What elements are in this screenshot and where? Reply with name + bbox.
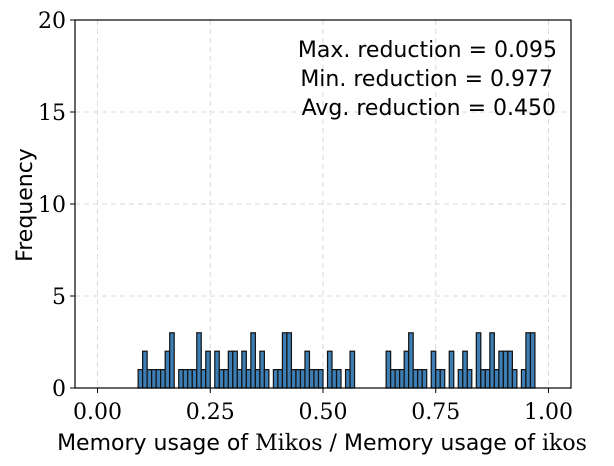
histogram-bar xyxy=(484,369,491,389)
x-tick-label: 0.50 xyxy=(299,400,348,425)
histogram-bar xyxy=(493,369,500,389)
y-tick-label: 10 xyxy=(38,193,66,218)
histogram-bar xyxy=(169,332,175,389)
histogram-bar xyxy=(480,369,486,389)
histogram-bar xyxy=(435,369,441,389)
histogram-bar xyxy=(331,369,338,389)
y-tick-label: 15 xyxy=(38,101,66,126)
histogram-bar xyxy=(349,350,356,389)
histogram-bar xyxy=(218,369,225,389)
histogram-bar xyxy=(146,369,153,389)
histogram-bar xyxy=(502,350,509,389)
x-tick-label: 0.00 xyxy=(73,400,122,425)
histogram-bar xyxy=(412,369,419,389)
histogram-bar xyxy=(457,369,464,389)
y-tick-label: 20 xyxy=(38,9,66,34)
histogram-bar xyxy=(520,369,527,389)
histogram-bar xyxy=(290,369,297,389)
histogram-bar xyxy=(151,369,157,389)
histogram-bar xyxy=(187,369,193,389)
histogram-bar xyxy=(408,332,414,389)
histogram-bar xyxy=(399,369,405,389)
x-axis-label-part-1: Memory usage of xyxy=(57,431,255,456)
histogram-bar xyxy=(137,369,144,389)
histogram-bar xyxy=(286,332,293,389)
y-tick-label: 5 xyxy=(52,285,66,310)
histogram-bar xyxy=(263,369,270,389)
histogram-bar xyxy=(191,369,198,389)
histogram-bar xyxy=(304,350,311,389)
histogram-bar xyxy=(254,369,261,389)
histogram-bar xyxy=(223,369,229,389)
histogram-bar xyxy=(205,350,211,389)
histogram-bar xyxy=(200,369,207,389)
histogram-bar xyxy=(308,369,315,389)
y-axis-label: Frequency xyxy=(13,148,38,262)
histogram-bar xyxy=(317,369,324,389)
x-tick-label: 1.00 xyxy=(524,400,573,425)
histogram-bar xyxy=(326,350,333,389)
histogram-bar xyxy=(259,350,265,389)
histogram-bar xyxy=(525,332,532,389)
histogram-bar xyxy=(417,369,423,389)
histogram-bars xyxy=(137,332,536,389)
histogram-bar xyxy=(489,332,495,389)
x-tick-label: 0.25 xyxy=(186,400,235,425)
annotation-min-reduction: Min. reduction = 0.977 xyxy=(300,67,553,92)
histogram-bar xyxy=(394,369,401,389)
histogram-bar xyxy=(245,369,252,389)
histogram-bar xyxy=(164,350,171,389)
histogram-bar xyxy=(344,369,351,389)
annotation-avg-reduction: Avg. reduction = 0.450 xyxy=(302,96,556,121)
histogram-bar xyxy=(295,369,302,389)
histogram-bar xyxy=(448,350,455,389)
x-axis-label: Memory usage of Mikos / Memory usage of … xyxy=(57,431,587,456)
histogram-bar xyxy=(466,369,473,389)
histogram-bar xyxy=(160,369,166,389)
histogram-bar xyxy=(421,369,428,389)
histogram-bar xyxy=(155,369,162,389)
histogram-bar xyxy=(250,332,256,389)
x-axis-label-part-2: / Memory usage of xyxy=(323,431,542,456)
histogram-bar xyxy=(507,350,513,389)
histogram-bar xyxy=(430,350,437,389)
axis-ticks: 0.00 0.25 0.50 0.75 1.00 0 5 10 15 20 xyxy=(38,9,573,425)
histogram-bar xyxy=(475,332,482,389)
histogram-bar xyxy=(281,332,288,389)
histogram-bar xyxy=(335,369,342,389)
histogram-bar xyxy=(227,350,234,389)
histogram-bar xyxy=(196,332,202,389)
histogram-bar xyxy=(403,350,410,389)
histogram-bar xyxy=(439,369,446,389)
histogram-bar xyxy=(241,350,247,389)
histogram-bar xyxy=(182,369,189,389)
histogram-bar xyxy=(529,332,536,389)
y-tick-label: 0 xyxy=(52,377,66,402)
histogram-bar xyxy=(142,350,148,389)
histogram-bar xyxy=(390,369,396,389)
histogram-bar xyxy=(511,369,518,389)
x-axis-label-tool-name: Mikos xyxy=(255,431,322,456)
histogram-bar xyxy=(498,350,504,389)
histogram-bar xyxy=(277,369,284,389)
histogram-bar xyxy=(462,350,468,389)
histogram-bar xyxy=(313,369,320,389)
histogram-bar xyxy=(299,369,306,389)
histogram-bar xyxy=(385,350,392,389)
x-tick-label: 0.75 xyxy=(411,400,460,425)
histogram-bar xyxy=(272,369,279,389)
histogram-bar xyxy=(236,369,243,389)
x-axis-label-baseline-name: ikos xyxy=(542,431,587,456)
histogram-bar xyxy=(214,350,220,389)
histogram-bar xyxy=(232,350,238,389)
annotation-max-reduction: Max. reduction = 0.095 xyxy=(298,38,557,63)
histogram-bar xyxy=(178,369,184,389)
